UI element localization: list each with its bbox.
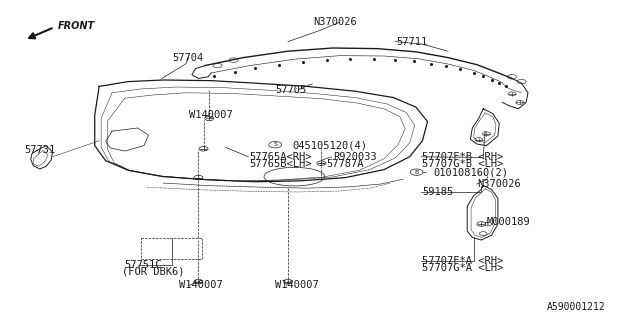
Text: N370026: N370026	[477, 179, 520, 189]
Text: W140007: W140007	[275, 280, 319, 291]
Text: 57765A<RH>: 57765A<RH>	[250, 152, 312, 162]
Text: M000189: M000189	[486, 217, 530, 228]
Text: N370026: N370026	[314, 17, 357, 28]
Circle shape	[410, 169, 423, 175]
Text: R920033: R920033	[333, 152, 376, 162]
Text: 57787A: 57787A	[326, 159, 364, 169]
Text: 57711: 57711	[397, 36, 428, 47]
Text: 57704: 57704	[173, 52, 204, 63]
Text: A590001212: A590001212	[547, 301, 606, 312]
Text: 045105120(4): 045105120(4)	[292, 140, 367, 151]
Text: S: S	[273, 142, 277, 147]
Text: 57707F*B <RH>: 57707F*B <RH>	[422, 152, 504, 162]
Text: 010108160(2): 010108160(2)	[433, 167, 508, 177]
Text: 57751C: 57751C	[125, 260, 163, 270]
Text: 57765B<LH>: 57765B<LH>	[250, 159, 312, 169]
Circle shape	[317, 161, 326, 165]
Text: 57707F*A <RH>: 57707F*A <RH>	[422, 256, 504, 266]
Text: (FOR DBK6): (FOR DBK6)	[122, 267, 184, 277]
Text: 59185: 59185	[422, 187, 454, 197]
Text: W140007: W140007	[179, 280, 223, 291]
Text: 57731: 57731	[24, 145, 56, 156]
Circle shape	[205, 116, 214, 121]
Text: 57707G*B <LH>: 57707G*B <LH>	[422, 159, 504, 169]
Circle shape	[199, 147, 208, 151]
Circle shape	[194, 279, 203, 284]
Circle shape	[477, 222, 486, 226]
Text: FRONT: FRONT	[58, 20, 95, 31]
Text: 57705: 57705	[275, 84, 307, 95]
Circle shape	[284, 279, 292, 284]
Circle shape	[194, 175, 203, 180]
Text: B: B	[415, 170, 419, 175]
Text: 57707G*A <LH>: 57707G*A <LH>	[422, 263, 504, 273]
Circle shape	[269, 141, 282, 148]
Text: W140007: W140007	[189, 110, 232, 120]
